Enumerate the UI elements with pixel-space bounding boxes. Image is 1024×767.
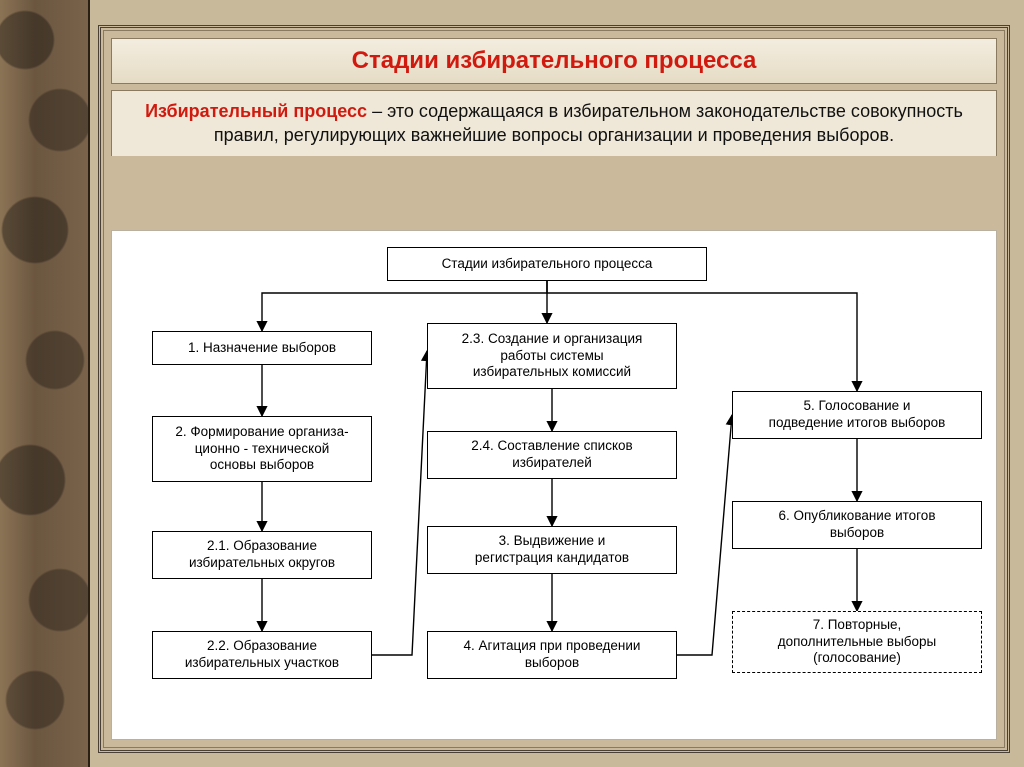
flowchart-node-n23: 2.3. Создание и организация работы систе… [427,323,677,389]
definition-box: Избирательный процесс – это содержащаяся… [111,90,997,156]
flowchart-node-root: Стадии избирательного процесса [387,247,707,281]
flowchart-node-n3: 3. Выдвижение и регистрация кандидатов [427,526,677,574]
flowchart-node-n22: 2.2. Образование избирательных участков [152,631,372,679]
definition-term: Избирательный процесс [145,101,367,121]
flowchart-node-n24: 2.4. Составление списков избирателей [427,431,677,479]
flowchart-node-n7: 7. Повторные, дополнительные выборы (гол… [732,611,982,673]
flowchart-edge-10 [677,415,732,655]
decorative-sidebar [0,0,90,767]
flowchart-node-n1: 1. Назначение выборов [152,331,372,365]
flowchart-node-n2: 2. Формирование организа- ционно - техни… [152,416,372,482]
slide-frame: Стадии избирательного процесса Избирател… [98,25,1010,753]
flowchart-node-n21: 2.1. Образование избирательных округов [152,531,372,579]
flowchart-node-n5: 5. Голосование и подведение итогов выбор… [732,391,982,439]
flowchart-node-n4: 4. Агитация при проведении выборов [427,631,677,679]
flowchart: Стадии избирательного процесса 1. Назначе… [111,230,997,740]
slide-title: Стадии избирательного процесса [352,47,757,74]
flowchart-edge-6 [372,351,427,655]
slide-title-banner: Стадии избирательного процесса [111,38,997,84]
flowchart-node-n6: 6. Опубликование итогов выборов [732,501,982,549]
